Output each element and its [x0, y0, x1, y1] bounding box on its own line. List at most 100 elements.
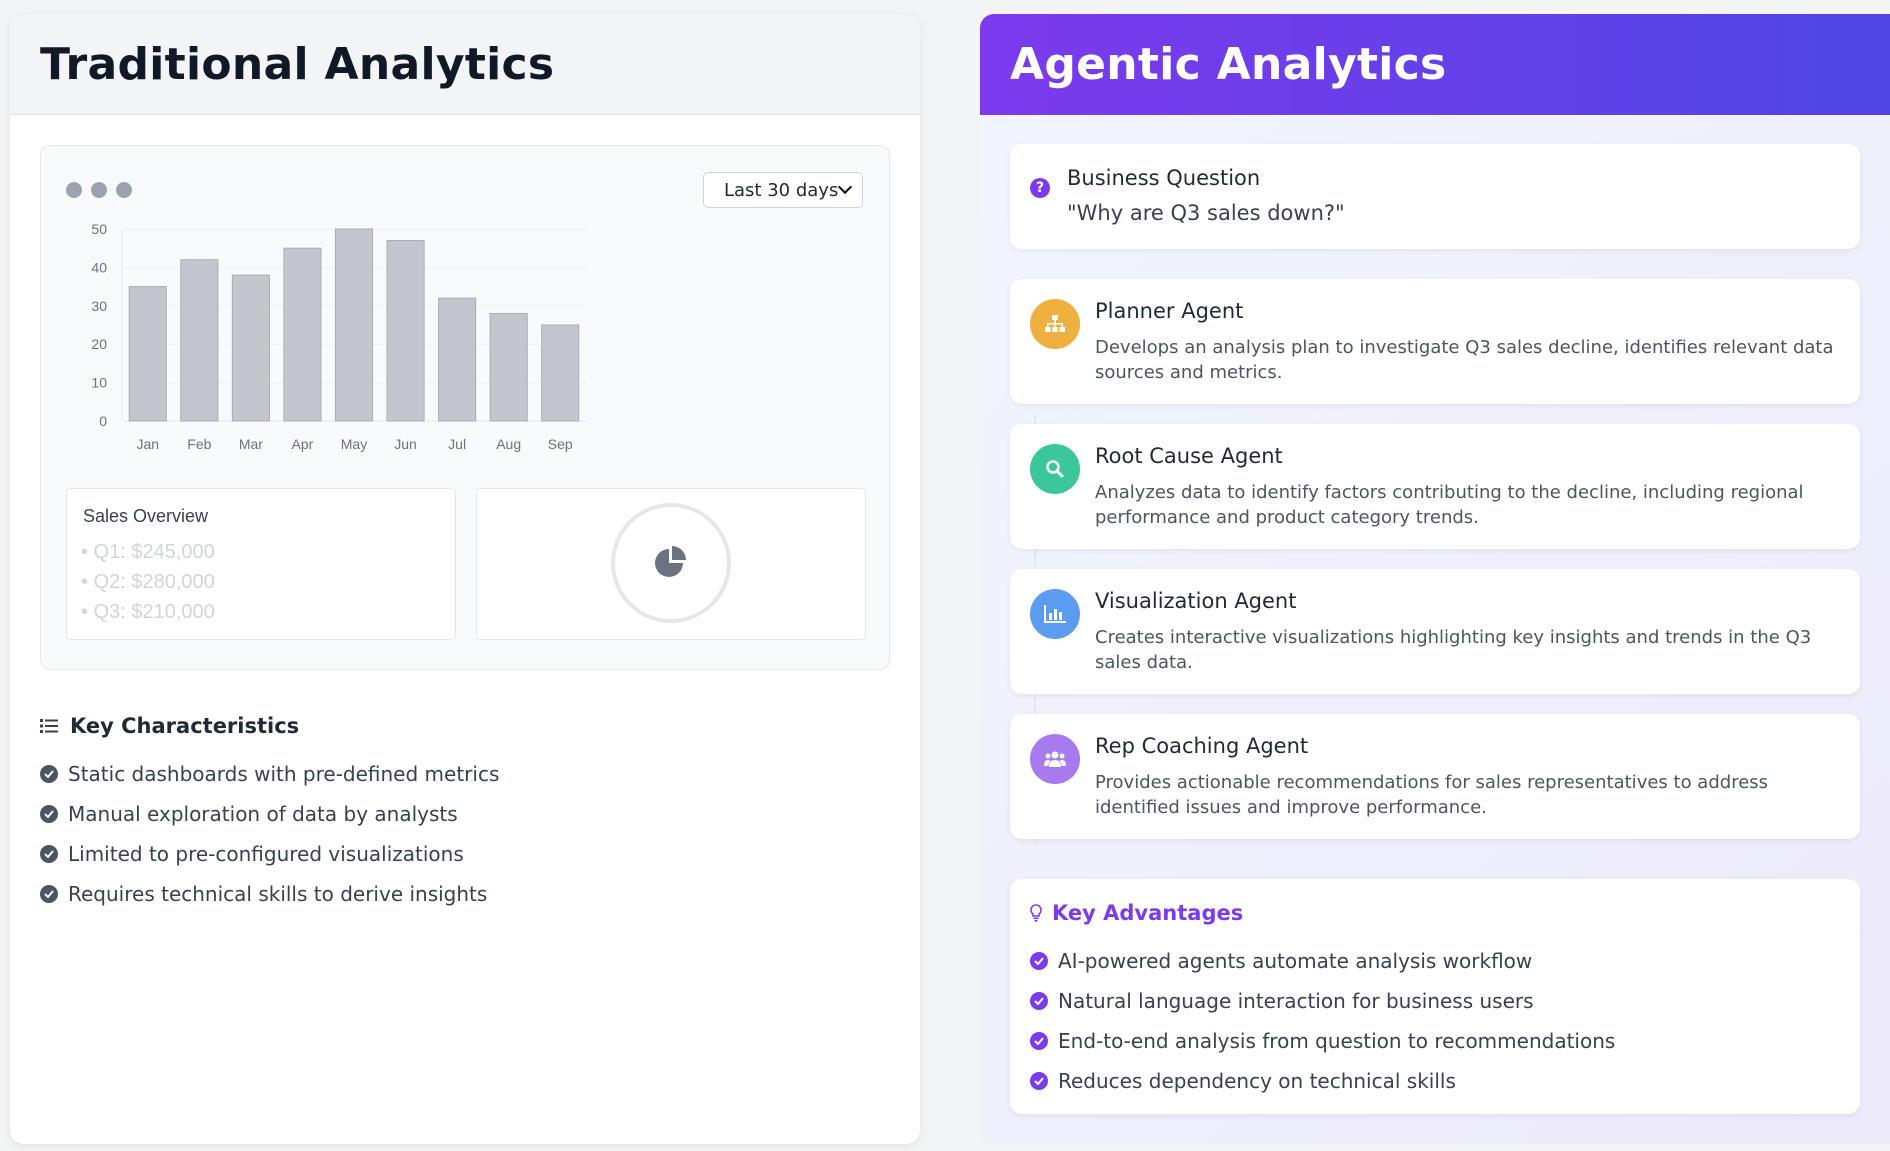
characteristic-text: Requires technical skills to derive insi… [68, 882, 488, 906]
characteristic-item: Limited to pre-configured visualizations [40, 834, 499, 874]
x-tick-label: Aug [496, 436, 521, 452]
pie-chart-card [476, 488, 866, 640]
agent-name: Visualization Agent [1095, 589, 1297, 613]
agent-description: Develops an analysis plan to investigate… [1095, 337, 1834, 383]
sales-overview-item: • Q2: $280,000 [81, 571, 215, 593]
agent-name: Planner Agent [1095, 299, 1244, 323]
advantage-text: AI-powered agents automate analysis work… [1058, 949, 1533, 973]
key-characteristics-list: Static dashboards with pre-defined metri… [40, 754, 499, 914]
x-tick-label: Jul [448, 436, 466, 452]
users-icon [1030, 734, 1080, 784]
agent-name: Rep Coaching Agent [1095, 734, 1309, 758]
characteristic-item: Static dashboards with pre-defined metri… [40, 754, 499, 794]
bar-aug [489, 312, 528, 422]
agent-description: Analyzes data to identify factors contri… [1095, 482, 1804, 528]
sales-overview-item: • Q3: $210,000 [81, 601, 215, 623]
bar-jun [386, 240, 425, 422]
y-tick-label: 0 [99, 413, 107, 429]
agent-card-root-cause: Root Cause Agent Analyzes data to identi… [1010, 424, 1860, 549]
bar-apr [283, 247, 322, 422]
x-tick-label: Jun [394, 436, 417, 452]
check-circle-icon [40, 805, 58, 823]
date-range-value: Last 30 days [724, 179, 839, 201]
window-dot [91, 182, 107, 198]
advantage-text: End-to-end analysis from question to rec… [1058, 1029, 1616, 1053]
key-advantages-card: Key Advantages AI-powered agents automat… [1010, 879, 1860, 1114]
x-tick-label: Feb [187, 436, 211, 452]
check-circle-icon [1030, 1072, 1048, 1090]
key-characteristics-title: Key Characteristics [70, 714, 300, 738]
date-range-select[interactable]: Last 30 days [703, 172, 863, 208]
characteristic-item: Requires technical skills to derive insi… [40, 874, 499, 914]
pie-placeholder [611, 503, 731, 623]
list-icon [40, 719, 58, 733]
chevron-down-icon [837, 179, 853, 195]
bar-jul [438, 297, 477, 422]
question-circle-icon: ? [1030, 178, 1050, 198]
monthly-bar-chart: 0 10 20 30 40 50 Jan Feb Mar Apr May Jun Jul Aug Sep [91, 221, 586, 452]
traditional-analytics-panel: Traditional Analytics Last 30 days 0 10 20… [10, 14, 920, 1144]
x-tick-label: Jan [136, 436, 159, 452]
advantage-item: Natural language interaction for busines… [1030, 981, 1615, 1021]
dashboard-mockup: Last 30 days 0 10 20 30 40 50 Jan Feb Mar Apr May… [40, 145, 890, 670]
check-circle-icon [40, 765, 58, 783]
y-tick-label: 20 [91, 336, 107, 352]
characteristic-item: Manual exploration of data by analysts [40, 794, 499, 834]
bar-mar [231, 274, 270, 422]
sales-overview-card: Sales Overview • Q1: $245,000 • Q2: $280… [66, 488, 456, 640]
window-dot [116, 182, 132, 198]
check-circle-icon [1030, 952, 1048, 970]
bar-sep [541, 324, 580, 422]
y-tick-label: 50 [91, 221, 107, 237]
advantage-text: Reduces dependency on technical skills [1058, 1069, 1456, 1093]
check-circle-icon [1030, 1032, 1048, 1050]
agent-card-planner: Planner Agent Develops an analysis plan … [1010, 279, 1860, 404]
key-characteristics-heading: Key Characteristics [40, 714, 299, 738]
window-dot [66, 182, 82, 198]
check-circle-icon [1030, 992, 1048, 1010]
sales-overview-title: Sales Overview [83, 506, 209, 526]
x-tick-label: Sep [548, 436, 573, 452]
agent-card-rep-coaching: Rep Coaching Agent Provides actionable r… [1010, 714, 1860, 839]
characteristic-text: Manual exploration of data by analysts [68, 802, 458, 826]
x-tick-label: Apr [292, 436, 314, 452]
chart-bars [128, 228, 580, 422]
agent-name: Root Cause Agent [1095, 444, 1283, 468]
agent-card-visualization: Visualization Agent Creates interactive … [1010, 569, 1860, 694]
agentic-analytics-panel: Agentic Analytics ? Business Question "W… [980, 14, 1890, 1144]
agentic-header: Agentic Analytics [980, 14, 1890, 115]
window-dots [66, 182, 132, 198]
sitemap-icon [1030, 299, 1080, 349]
advantage-item: Reduces dependency on technical skills [1030, 1061, 1615, 1101]
bar-jan [128, 286, 167, 422]
pie-chart-icon [655, 546, 686, 577]
business-question-text: "Why are Q3 sales down?" [1067, 201, 1345, 225]
traditional-header: Traditional Analytics [10, 14, 920, 115]
sales-overview-item: • Q1: $245,000 [81, 541, 215, 563]
characteristic-text: Limited to pre-configured visualizations [68, 842, 464, 866]
search-icon [1030, 444, 1080, 494]
business-question-title: Business Question [1067, 166, 1261, 190]
traditional-title: Traditional Analytics [40, 38, 555, 90]
advantage-item: AI-powered agents automate analysis work… [1030, 941, 1615, 981]
y-tick-label: 40 [91, 259, 107, 275]
bar-may [334, 228, 374, 422]
key-advantages-heading: Key Advantages [1030, 901, 1243, 925]
check-circle-icon [40, 885, 58, 903]
sales-overview-list: • Q1: $245,000 • Q2: $280,000 • Q3: $210… [81, 537, 215, 627]
y-tick-label: 30 [91, 298, 107, 314]
agentic-title: Agentic Analytics [1010, 39, 1447, 90]
chart-x-axis: Jan Feb Mar Apr May Jun Jul Aug Sep [136, 436, 572, 452]
y-tick-label: 10 [91, 375, 107, 391]
advantage-item: End-to-end analysis from question to rec… [1030, 1021, 1615, 1061]
bar-feb [180, 259, 219, 422]
business-question-card: ? Business Question "Why are Q3 sales do… [1010, 144, 1860, 249]
chart-bar-icon [1030, 589, 1080, 639]
agent-description: Creates interactive visualizations highl… [1095, 627, 1812, 673]
x-tick-label: Mar [239, 436, 263, 452]
advantage-text: Natural language interaction for busines… [1058, 989, 1534, 1013]
agent-description: Provides actionable recommendations for … [1095, 772, 1769, 818]
characteristic-text: Static dashboards with pre-defined metri… [68, 762, 500, 786]
key-advantages-title: Key Advantages [1052, 901, 1244, 925]
lightbulb-icon [1030, 904, 1042, 922]
